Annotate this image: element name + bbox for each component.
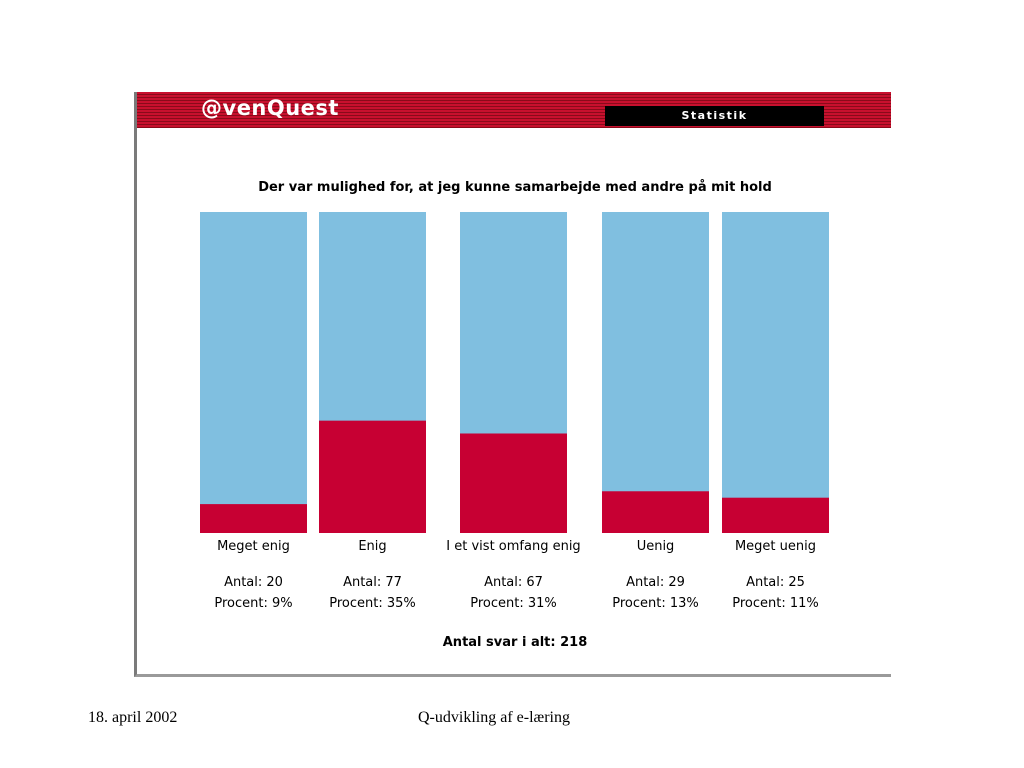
avenquest-logo: @venQuest [201, 96, 339, 120]
total-responses-label: Antal svar i alt: 218 [443, 635, 588, 650]
percent-label: Procent: 9% [214, 596, 292, 611]
category-label: Meget uenig [735, 539, 816, 554]
bar-value [319, 420, 426, 533]
category-label: Enig [358, 539, 386, 554]
count-label: Antal: 29 [626, 575, 685, 590]
count-label: Antal: 67 [484, 575, 543, 590]
category-label: Uenig [637, 539, 675, 554]
bar-value [460, 433, 567, 533]
count-label: Antal: 77 [343, 575, 402, 590]
bar-value [200, 504, 307, 533]
chart-title: Der var mulighed for, at jeg kunne samar… [258, 180, 772, 195]
bar-background [200, 212, 307, 533]
percent-label: Procent: 11% [732, 596, 819, 611]
category-label: I et vist omfang enig [446, 539, 580, 554]
footer-title: Q-udvikling af e-læring [418, 709, 570, 726]
statistik-tab[interactable]: Statistik [605, 106, 824, 126]
category-label: Meget enig [217, 539, 290, 554]
percent-label: Procent: 35% [329, 596, 416, 611]
count-label: Antal: 20 [224, 575, 283, 590]
statistik-tab-label: Statistik [681, 109, 748, 122]
bars-group: Meget enig Antal: 20 Procent: 9% Enig Antal:… [200, 212, 829, 611]
percent-label: Procent: 31% [470, 596, 557, 611]
bar-value [602, 491, 709, 533]
header-banner: @venQuest Statistik [137, 92, 891, 128]
footer-date: 18. april 2002 [88, 709, 178, 726]
percent-label: Procent: 13% [612, 596, 699, 611]
bar-background [722, 212, 829, 533]
count-label: Antal: 25 [746, 575, 805, 590]
bar-value [722, 497, 829, 533]
bar-background [602, 212, 709, 533]
